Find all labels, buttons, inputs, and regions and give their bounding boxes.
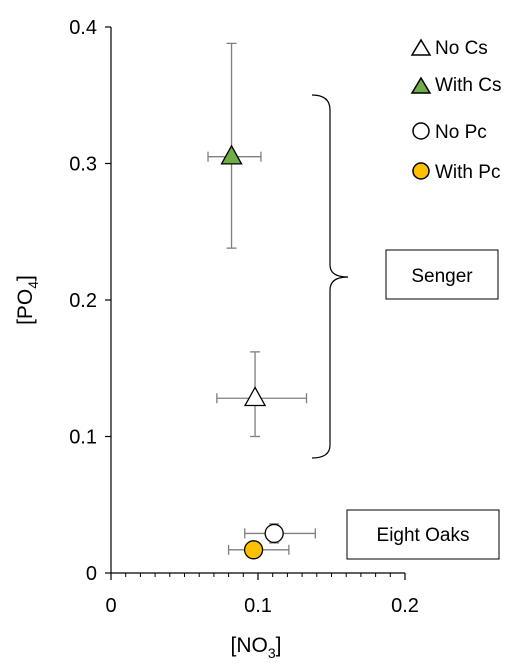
x-tick-label: 0.1 xyxy=(244,595,272,617)
eight-oaks-label: Eight Oaks xyxy=(377,525,470,546)
x-tick-label: 0 xyxy=(105,595,116,617)
error-bars xyxy=(207,42,316,555)
legend-item-no-cs: No Cs xyxy=(410,38,488,59)
x-axis-title: [NO3] xyxy=(231,634,282,661)
eight-oaks-annotation: Eight Oaks xyxy=(346,509,500,560)
y-tick-label: 0.2 xyxy=(69,290,97,312)
x-tick-label: 0.2 xyxy=(391,595,419,617)
legend-marker-no-pc xyxy=(412,122,430,140)
eight-oaks-box xyxy=(346,509,500,560)
legend-label-with-cs: With Cs xyxy=(435,75,502,96)
senger-label: Senger xyxy=(411,266,473,287)
y-axis-title: [PO4] xyxy=(14,275,41,325)
senger-annotation: Senger xyxy=(311,94,499,459)
data-point-with-pc xyxy=(243,540,264,560)
legend: No Cs With Cs No Pc With Pc xyxy=(410,38,502,183)
legend-marker-no-cs xyxy=(410,38,432,56)
y-tick-label: 0.4 xyxy=(69,17,97,39)
legend-label-no-cs: No Cs xyxy=(435,38,488,59)
ticks: 0 0.1 0.2 0.3 0.4 0 0.1 0.2 xyxy=(69,17,419,617)
data-point-no-cs xyxy=(243,386,267,407)
data-markers xyxy=(220,144,284,560)
legend-item-with-cs: With Cs xyxy=(410,75,502,96)
senger-brace xyxy=(311,94,349,459)
y-tick-label: 0.3 xyxy=(69,154,97,176)
legend-item-with-pc: With Pc xyxy=(412,162,500,183)
senger-box xyxy=(385,249,499,300)
data-point-with-cs xyxy=(220,144,243,165)
y-tick-label: 0.1 xyxy=(69,427,97,449)
y-tick-label: 0 xyxy=(86,563,97,585)
legend-label-no-pc: No Pc xyxy=(435,122,487,143)
data-point-no-pc xyxy=(264,523,284,544)
legend-marker-with-pc xyxy=(412,162,430,180)
legend-label-with-pc: With Pc xyxy=(435,162,500,183)
axes xyxy=(110,27,405,574)
legend-marker-with-cs xyxy=(410,76,432,94)
legend-item-no-pc: No Pc xyxy=(412,122,487,143)
